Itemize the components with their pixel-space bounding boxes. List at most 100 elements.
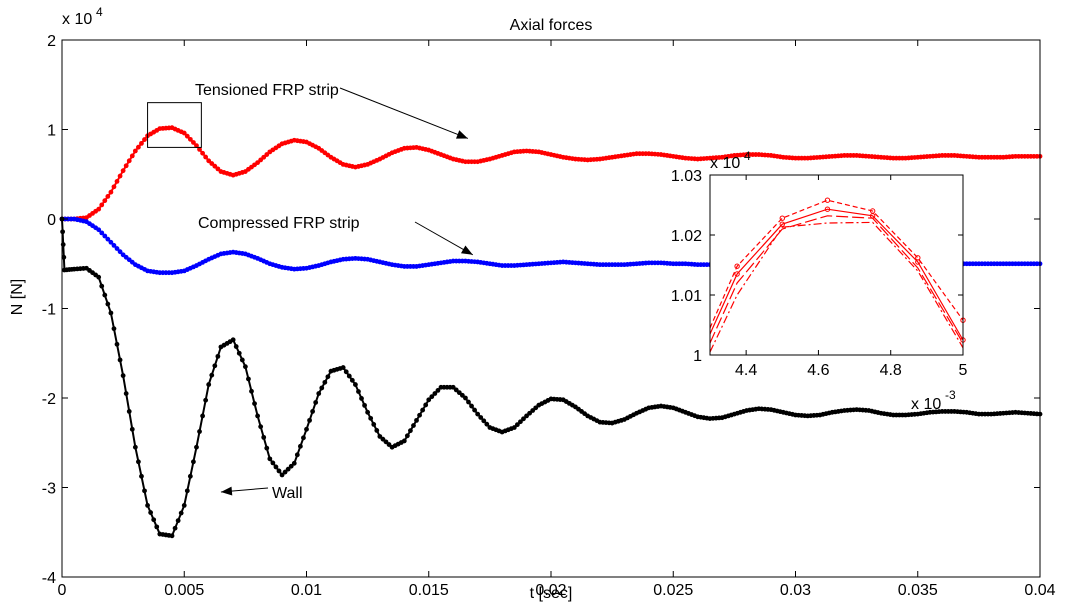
data-point-wall <box>343 369 349 375</box>
data-point-tensioned-frp-strip <box>105 194 111 199</box>
inset-x-tick-label: 4.4 <box>735 362 757 379</box>
data-point-wall <box>322 379 328 385</box>
data-point-wall <box>258 424 264 430</box>
data-point-wall <box>353 382 358 387</box>
data-point-wall <box>105 301 111 307</box>
inset-data-point <box>824 197 831 203</box>
data-point-tensioned-frp-strip <box>139 140 144 146</box>
data-point-wall <box>206 382 212 387</box>
annotation-tensioned-label: Tensioned FRP strip <box>195 82 339 99</box>
inset-x-exponent-label: x 10 -3 <box>911 388 956 413</box>
data-point-wall <box>230 337 236 343</box>
data-point-wall <box>291 460 297 466</box>
data-point-tensioned-frp-strip <box>187 136 193 142</box>
data-point-compressed-frp-strip <box>99 230 105 236</box>
data-point-wall <box>404 433 410 439</box>
data-point-wall <box>96 274 102 280</box>
zoom-box <box>147 102 202 148</box>
data-point-wall <box>197 429 202 434</box>
data-point-compressed-frp-strip <box>117 249 123 255</box>
x-tick-label: 0.01 <box>291 582 322 599</box>
data-point-tensioned-frp-strip <box>99 202 105 208</box>
data-point-wall <box>401 438 407 444</box>
data-point-wall <box>276 468 282 474</box>
chart-title: Axial forces <box>510 17 593 34</box>
x-tick-label: 0.035 <box>898 582 938 599</box>
y-tick-label: 2 <box>47 33 56 50</box>
data-point-wall <box>126 409 132 414</box>
data-point-wall <box>279 472 285 478</box>
inset-x-tick-label: 4.8 <box>880 362 902 379</box>
data-point-wall <box>340 365 346 370</box>
data-point-wall <box>242 364 248 370</box>
data-point-tensioned-frp-strip <box>194 143 199 149</box>
inset-axes-frame <box>709 174 964 356</box>
data-point-compressed-frp-strip <box>102 233 108 239</box>
data-point-wall <box>481 418 487 424</box>
data-point-compressed-frp-strip <box>96 227 102 233</box>
data-point-tensioned-frp-strip <box>102 198 108 204</box>
y-axis-title: N [N] <box>9 279 26 315</box>
data-point-tensioned-frp-strip <box>126 158 132 164</box>
data-point-tensioned-frp-strip <box>200 150 205 156</box>
data-point-wall <box>267 456 273 462</box>
data-point-wall <box>521 416 526 422</box>
data-point-wall <box>349 377 355 383</box>
data-point-wall <box>414 417 419 423</box>
data-point-wall <box>261 434 267 440</box>
data-point-wall <box>294 452 300 458</box>
y-tick-label: 1 <box>47 123 56 140</box>
data-point-tensioned-frp-strip <box>117 173 123 179</box>
inset-y-exponent-base: x 10 <box>710 155 740 172</box>
annotation-arrow-tensioned-head <box>455 130 468 139</box>
data-point-tensioned-frp-strip <box>142 137 147 142</box>
inset-y-tick-label: 1.03 <box>671 168 702 185</box>
data-point-wall <box>145 503 150 508</box>
data-point-tensioned-frp-strip <box>136 144 141 150</box>
inset-data-point <box>779 215 785 221</box>
y-exponent-base: x 10 <box>62 11 92 28</box>
data-point-wall <box>139 473 144 479</box>
data-point-wall <box>148 510 154 515</box>
data-point-wall <box>178 510 184 516</box>
data-point-wall <box>215 353 221 359</box>
inset-y-exponent-label: x 10 4 <box>710 149 751 172</box>
data-point-wall <box>175 518 181 524</box>
inset-data-point <box>734 271 740 277</box>
data-point-compressed-frp-strip <box>111 243 117 248</box>
data-point-wall <box>154 524 160 530</box>
x-tick-label: 0.04 <box>1024 582 1055 599</box>
data-point-wall <box>316 391 322 396</box>
inset-y-tick-label: 1.02 <box>671 228 702 245</box>
data-point-wall <box>365 409 371 415</box>
data-point-tensioned-frp-strip <box>114 179 120 184</box>
data-point-tensioned-frp-strip <box>120 168 126 174</box>
data-point-wall <box>187 473 193 479</box>
data-point-wall <box>469 403 474 409</box>
data-point-wall <box>111 326 117 332</box>
x-tick-label: 0.02 <box>535 582 566 599</box>
inset-series-long-dash <box>709 215 964 344</box>
data-point-wall <box>239 357 245 363</box>
annotation-arrow-compressed-head <box>460 245 473 255</box>
data-point-tensioned-frp-strip <box>123 163 129 169</box>
data-point-tensioned-frp-strip <box>181 130 187 136</box>
data-point-wall <box>359 396 364 401</box>
data-point-wall <box>61 254 67 260</box>
inset-data-point <box>915 255 921 261</box>
data-point-wall <box>368 415 374 421</box>
data-point-wall <box>356 389 361 394</box>
data-point-tensioned-frp-strip <box>184 133 190 139</box>
data-point-wall <box>129 426 135 432</box>
data-point-wall <box>325 374 331 380</box>
inset-y-tick-label: 1.01 <box>671 288 702 305</box>
inset-data-point <box>824 206 831 212</box>
series-markers-tensioned-frp-strip <box>59 125 1043 222</box>
data-point-wall <box>297 443 303 449</box>
data-point-tensioned-frp-strip <box>132 148 138 154</box>
inset-x-tick-label: 5 <box>959 362 968 379</box>
data-point-wall <box>99 283 105 289</box>
data-point-tensioned-frp-strip <box>197 147 202 152</box>
data-point-wall <box>264 445 270 451</box>
data-point-tensioned-frp-strip <box>203 154 209 160</box>
